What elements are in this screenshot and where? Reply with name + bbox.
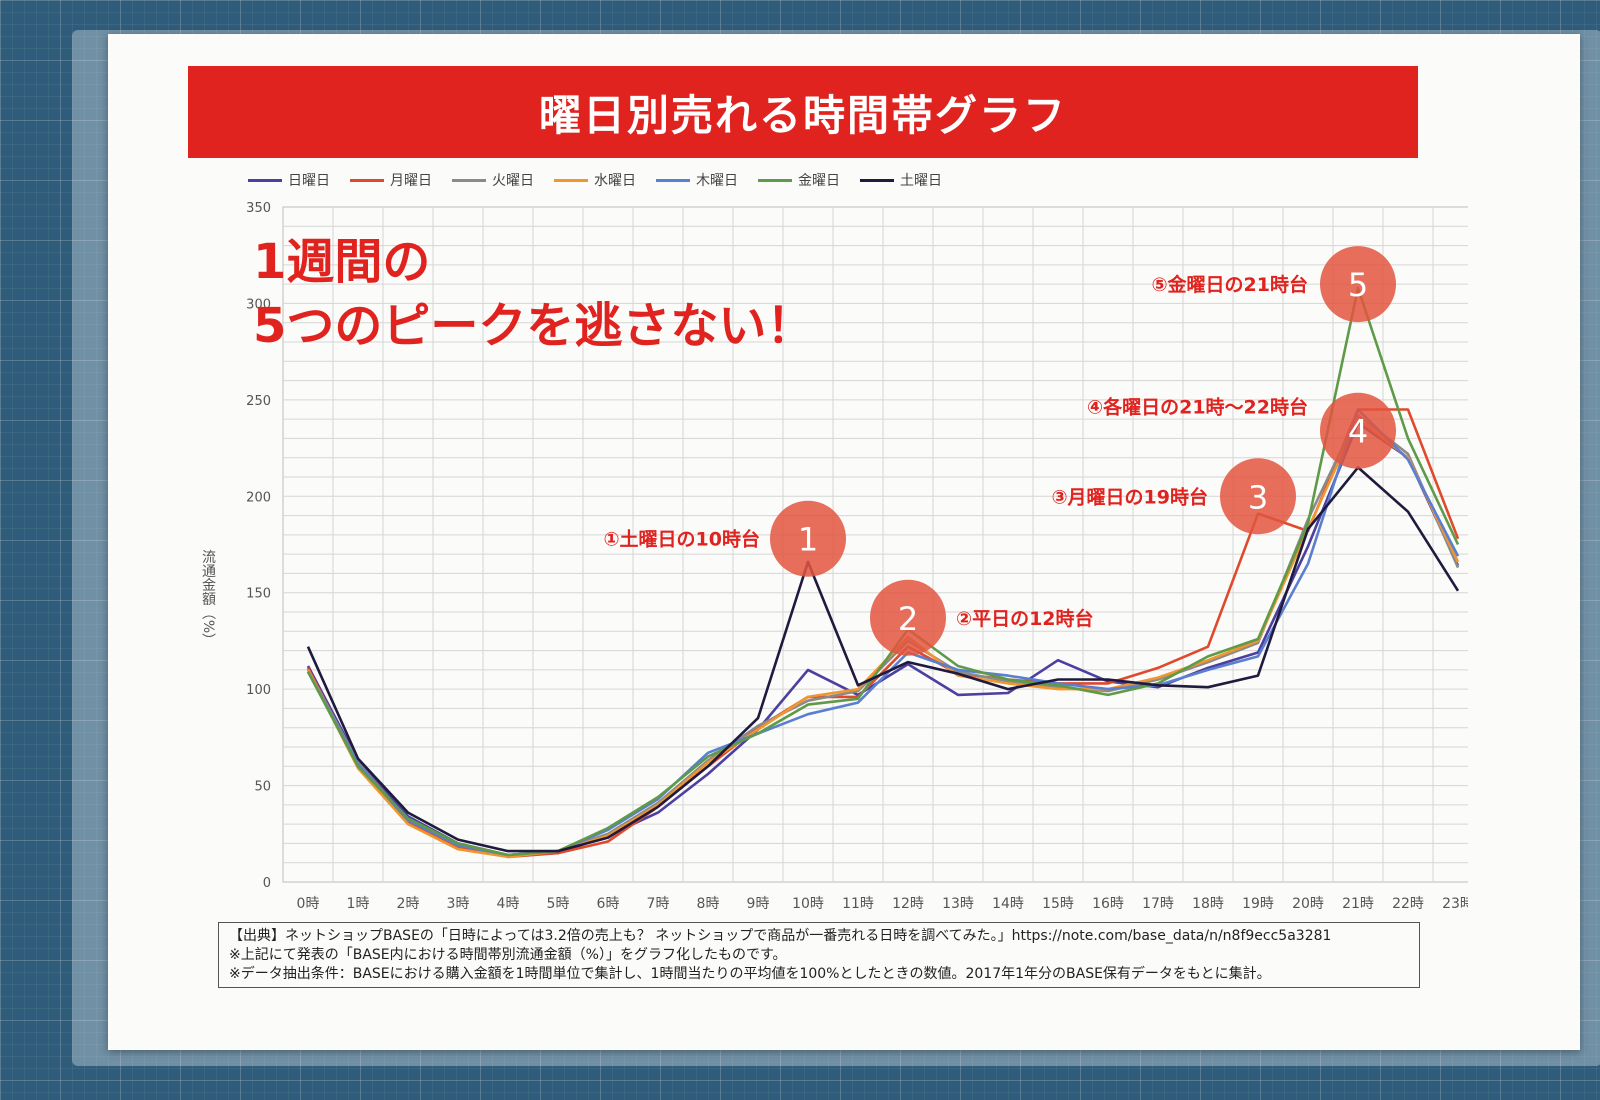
legend-label: 水曜日 xyxy=(594,173,636,189)
series-line-土曜日 xyxy=(306,466,1460,853)
x-tick-label: 11時 xyxy=(842,896,874,912)
source-line-1: 【出典】ネットショップBASEの「日時によっては3.2倍の売上も？ ネットショッ… xyxy=(229,928,1332,944)
annotation-circle-3 xyxy=(1220,458,1296,535)
headline-line-2: 5つのピークを逃さない！ xyxy=(253,298,815,354)
headline: 1週間の 5つのピークを逃さない！ xyxy=(253,230,814,358)
y-tick-label: 0 xyxy=(263,876,271,891)
legend-label: 日曜日 xyxy=(288,173,330,189)
annotation-label-4: ④各曜日の21時～22時台 xyxy=(1087,396,1308,419)
annotation-number-2: 2 xyxy=(898,600,918,638)
x-tick-label: 4時 xyxy=(497,896,520,912)
x-tick-label: 23時 xyxy=(1442,896,1468,912)
y-axis-label: 流通金額（%） xyxy=(200,550,216,647)
x-tick-label: 1時 xyxy=(347,896,370,912)
x-tick-label: 21時 xyxy=(1342,896,1374,912)
legend-swatch xyxy=(860,178,894,182)
legend-item: 土曜日 xyxy=(860,170,942,190)
x-tick-label: 12時 xyxy=(892,896,924,912)
legend-item: 日曜日 xyxy=(248,170,330,190)
x-tick-label: 16時 xyxy=(1092,896,1124,912)
legend-swatch xyxy=(758,178,792,182)
legend-swatch xyxy=(554,178,588,182)
x-tick-label: 0時 xyxy=(297,896,320,912)
y-tick-label: 250 xyxy=(246,394,271,409)
legend-label: 月曜日 xyxy=(390,173,432,189)
x-tick-label: 20時 xyxy=(1292,896,1324,912)
x-tick-label: 17時 xyxy=(1142,896,1174,912)
annotation-circle-1 xyxy=(770,500,846,577)
y-tick-label: 50 xyxy=(254,780,271,795)
x-tick-label: 15時 xyxy=(1042,896,1074,912)
legend-swatch xyxy=(248,178,282,182)
y-tick-label: 100 xyxy=(246,683,271,698)
source-line-2: ※上記にて発表の「BASE内における時間帯別流通金額（%）」をグラフ化したもので… xyxy=(229,947,787,963)
annotation-number-1: 1 xyxy=(798,521,818,559)
annotation-number-3: 3 xyxy=(1248,478,1268,516)
x-tick-label: 9時 xyxy=(747,896,770,912)
headline-line-1: 1週間の xyxy=(253,234,431,290)
annotation-label-5: ⑤金曜日の21時台 xyxy=(1151,273,1308,296)
chart-title-banner: 曜日別売れる時間帯グラフ xyxy=(188,66,1418,158)
chart-legend: 日曜日 月曜日 火曜日 水曜日 木曜日 金曜日 土曜日 xyxy=(248,170,942,190)
legend-item: 金曜日 xyxy=(758,170,840,190)
x-tick-label: 7時 xyxy=(647,896,670,912)
source-line-3: ※データ抽出条件：BASEにおける購入金額を1時間単位で集計し、1時間当たりの平… xyxy=(229,966,1271,982)
annotation-number-4: 4 xyxy=(1348,413,1368,451)
x-tick-label: 8時 xyxy=(697,896,720,912)
legend-label: 土曜日 xyxy=(900,173,942,189)
legend-item: 火曜日 xyxy=(452,170,534,190)
x-tick-label: 2時 xyxy=(397,896,420,912)
printed-sheet: 曜日別売れる時間帯グラフ 日曜日 月曜日 火曜日 水曜日 木曜日 金曜日 土曜日 0 50 10… xyxy=(108,34,1580,1050)
legend-label: 金曜日 xyxy=(798,173,840,189)
annotation-label-2: ②平日の12時台 xyxy=(956,607,1094,630)
series-line-金曜日 xyxy=(306,286,1460,857)
annotation-circle-5 xyxy=(1320,246,1396,323)
annotation-circle-4 xyxy=(1320,392,1396,469)
y-tick-label: 200 xyxy=(246,490,271,505)
x-tick-label: 14時 xyxy=(992,896,1024,912)
legend-swatch xyxy=(452,178,486,182)
y-tick-label: 350 xyxy=(246,201,271,216)
y-tick-label: 300 xyxy=(246,297,271,312)
legend-item: 木曜日 xyxy=(656,170,738,190)
source-note: 【出典】ネットショップBASEの「日時によっては3.2倍の売上も？ ネットショッ… xyxy=(218,922,1420,988)
x-tick-label: 22時 xyxy=(1392,896,1424,912)
annotation-label-3: ③月曜日の19時台 xyxy=(1051,485,1208,508)
x-tick-label: 18時 xyxy=(1192,896,1224,912)
x-tick-label: 10時 xyxy=(792,896,824,912)
x-tick-label: 13時 xyxy=(942,896,974,912)
legend-swatch xyxy=(656,178,690,182)
legend-label: 火曜日 xyxy=(492,173,534,189)
y-tick-label: 150 xyxy=(246,587,271,602)
legend-item: 水曜日 xyxy=(554,170,636,190)
legend-label: 木曜日 xyxy=(696,173,738,189)
x-tick-label: 3時 xyxy=(447,896,470,912)
annotation-circle-2 xyxy=(870,579,946,656)
legend-swatch xyxy=(350,178,384,182)
line-chart: 0 50 100 150 200 250 300 350 0時 1時 2時 3時 4時 5時 6時 7時 8時 9… xyxy=(200,201,1468,912)
annotation-number-5: 5 xyxy=(1348,266,1368,304)
annotation-label-1: ①土曜日の10時台 xyxy=(603,528,760,551)
legend-item: 月曜日 xyxy=(350,170,432,190)
x-tick-label: 6時 xyxy=(597,896,620,912)
x-tick-label: 19時 xyxy=(1242,896,1274,912)
x-tick-label: 5時 xyxy=(547,896,570,912)
